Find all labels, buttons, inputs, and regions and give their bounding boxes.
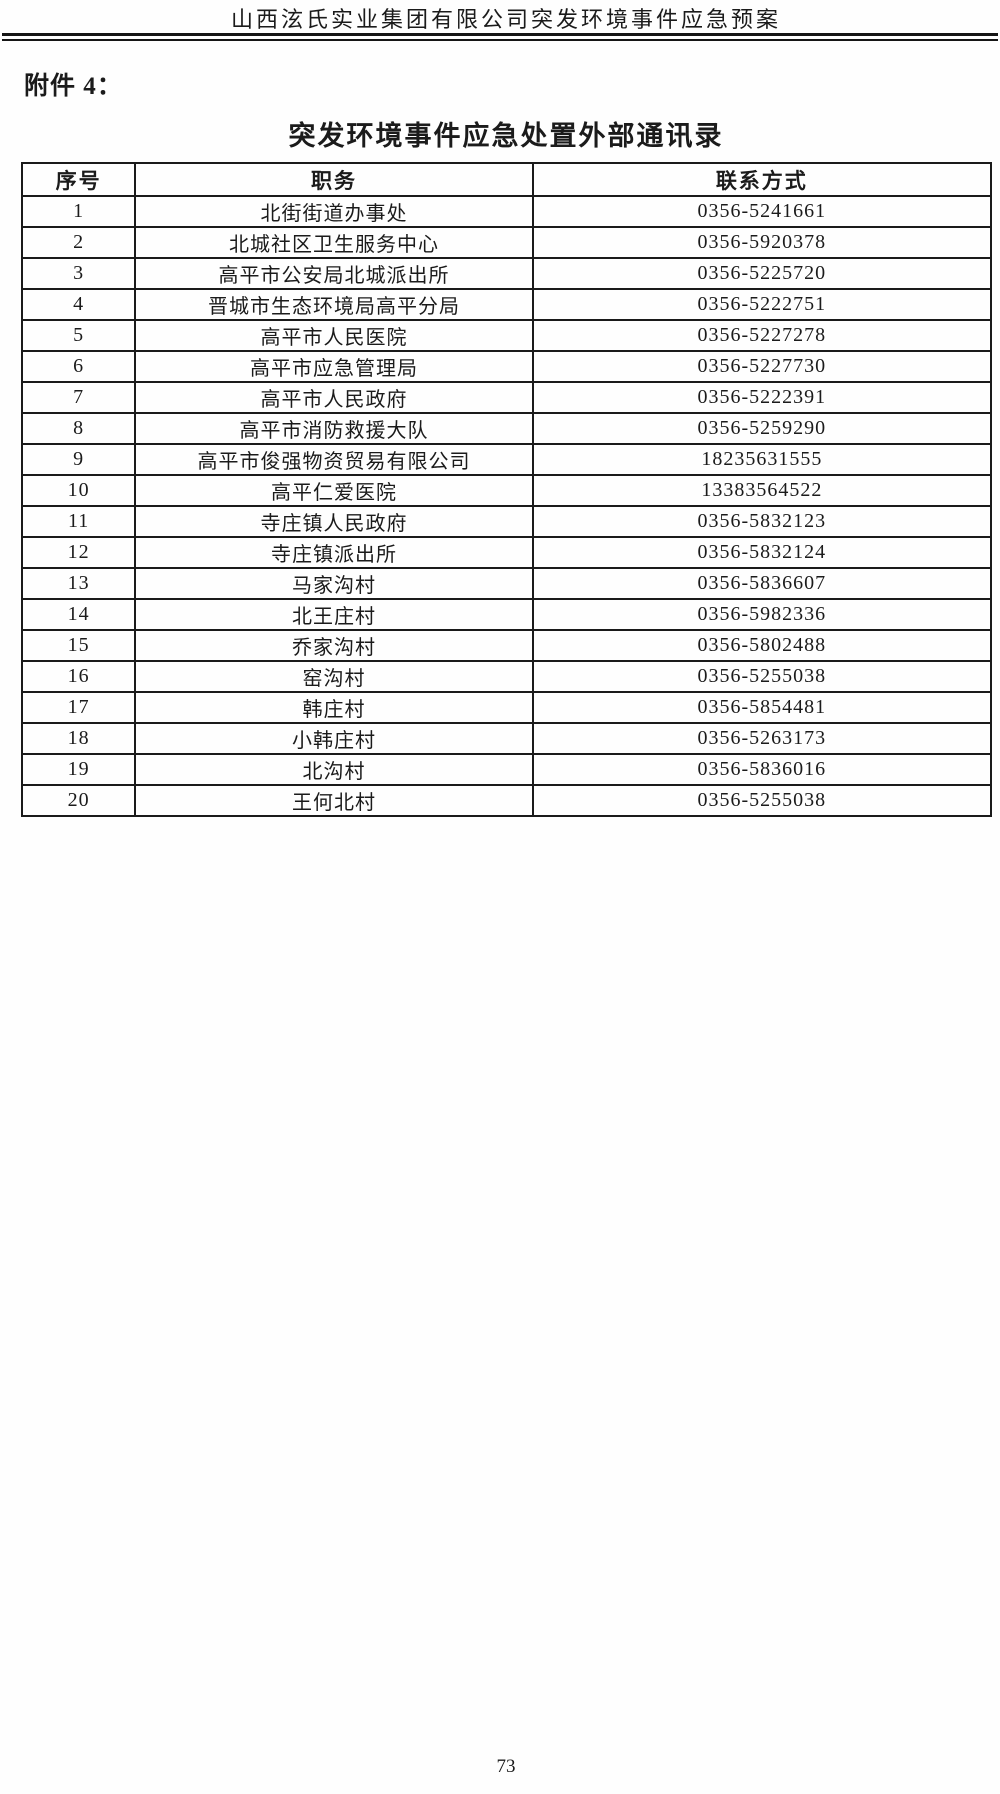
attachment-label: 附件 4： — [24, 73, 123, 100]
table-row: 20 王何北村 0356-5255038 — [20, 784, 993, 817]
row-contact: 0356-5222751 — [531, 288, 993, 321]
row-title: 北城社区卫生服务中心 — [134, 226, 534, 259]
table-row: 15 乔家沟村 0356-5802488 — [20, 629, 993, 662]
column-header-no: 序号 — [20, 162, 137, 197]
row-title: 高平市公安局北城派出所 — [134, 257, 534, 290]
row-contact: 0356-5241661 — [531, 195, 993, 228]
row-title: 高平市应急管理局 — [134, 350, 534, 383]
row-no: 11 — [20, 505, 137, 538]
page-number: 73 — [496, 1756, 516, 1777]
table-row: 3 高平市公安局北城派出所 0356-5225720 — [20, 257, 993, 290]
table-row: 9 高平市俊强物资贸易有限公司 18235631555 — [20, 443, 993, 476]
row-no: 8 — [20, 412, 137, 445]
row-contact: 0356-5227278 — [531, 319, 993, 352]
table-row: 7 高平市人民政府 0356-5222391 — [20, 381, 993, 414]
row-contact: 0356-5836607 — [531, 567, 993, 600]
header-row: 序号 职务 联系方式 — [20, 162, 993, 197]
row-contact: 0356-5255038 — [531, 660, 993, 693]
row-contact: 0356-5259290 — [531, 412, 993, 445]
row-no: 5 — [20, 319, 137, 352]
table-row: 5 高平市人民医院 0356-5227278 — [20, 319, 993, 352]
column-header-title: 职务 — [134, 162, 534, 197]
row-no: 14 — [20, 598, 137, 631]
row-title: 高平市消防救援大队 — [134, 412, 534, 445]
row-contact: 0356-5832124 — [531, 536, 993, 569]
row-contact: 18235631555 — [531, 443, 993, 476]
table-row: 2 北城社区卫生服务中心 0356-5920378 — [20, 226, 993, 259]
row-no: 12 — [20, 536, 137, 569]
contact-table-header: 序号 职务 联系方式 — [20, 162, 993, 197]
row-no: 18 — [20, 722, 137, 755]
table-row: 16 窑沟村 0356-5255038 — [20, 660, 993, 693]
document-header: 山西泫氏实业集团有限公司突发环境事件应急预案 — [230, 7, 781, 32]
table-row: 1 北街街道办事处 0356-5241661 — [20, 195, 993, 228]
table-row: 17 韩庄村 0356-5854481 — [20, 691, 993, 724]
row-contact: 0356-5832123 — [531, 505, 993, 538]
row-no: 19 — [20, 753, 137, 786]
contact-table-body: 1 北街街道办事处 0356-5241661 2 北城社区卫生服务中心 0356-5920… — [20, 195, 993, 817]
row-contact: 13383564522 — [531, 474, 993, 507]
row-no: 7 — [20, 381, 137, 414]
column-header-contact: 联系方式 — [531, 162, 993, 197]
row-no: 9 — [20, 443, 137, 476]
row-title: 窑沟村 — [134, 660, 534, 693]
row-contact: 0356-5920378 — [531, 226, 993, 259]
row-title: 小韩庄村 — [134, 722, 534, 755]
row-no: 10 — [20, 474, 137, 507]
row-title: 王何北村 — [134, 784, 534, 817]
row-no: 15 — [20, 629, 137, 662]
row-contact: 0356-5802488 — [531, 629, 993, 662]
row-contact: 0356-5836016 — [531, 753, 993, 786]
row-no: 6 — [20, 350, 137, 383]
row-title: 北沟村 — [134, 753, 534, 786]
table-row: 6 高平市应急管理局 0356-5227730 — [20, 350, 993, 383]
header-divider-rule — [2, 33, 998, 41]
row-contact: 0356-5854481 — [531, 691, 993, 724]
row-no: 13 — [20, 567, 137, 600]
row-title: 高平市人民医院 — [134, 319, 534, 352]
table-row: 11 寺庄镇人民政府 0356-5832123 — [20, 505, 993, 538]
table-row: 14 北王庄村 0356-5982336 — [20, 598, 993, 631]
row-title: 乔家沟村 — [134, 629, 534, 662]
row-title: 高平市俊强物资贸易有限公司 — [134, 443, 534, 476]
row-title: 北王庄村 — [134, 598, 534, 631]
row-title: 马家沟村 — [134, 567, 534, 600]
row-no: 1 — [20, 195, 137, 228]
table-row: 19 北沟村 0356-5836016 — [20, 753, 993, 786]
row-title: 高平市人民政府 — [134, 381, 534, 414]
table-row: 12 寺庄镇派出所 0356-5832124 — [20, 536, 993, 569]
table-row: 10 高平仁爱医院 13383564522 — [20, 474, 993, 507]
row-no: 3 — [20, 257, 137, 290]
row-contact: 0356-5255038 — [531, 784, 993, 817]
table-row: 8 高平市消防救援大队 0356-5259290 — [20, 412, 993, 445]
row-contact: 0356-5227730 — [531, 350, 993, 383]
row-title: 高平仁爱医院 — [134, 474, 534, 507]
row-title: 北街街道办事处 — [134, 195, 534, 228]
table-row: 13 马家沟村 0356-5836607 — [20, 567, 993, 600]
table-row: 4 晋城市生态环境局高平分局 0356-5222751 — [20, 288, 993, 321]
table-title: 突发环境事件应急处置外部通讯录 — [288, 121, 724, 151]
row-no: 4 — [20, 288, 137, 321]
row-no: 2 — [20, 226, 137, 259]
row-contact: 0356-5222391 — [531, 381, 993, 414]
row-title: 晋城市生态环境局高平分局 — [134, 288, 534, 321]
row-title: 韩庄村 — [134, 691, 534, 724]
contact-table: 序号 职务 联系方式 1 北街街道办事处 0356-5241661 2 北城社区卫生服务… — [20, 162, 993, 817]
row-title: 寺庄镇派出所 — [134, 536, 534, 569]
row-no: 17 — [20, 691, 137, 724]
table-row: 18 小韩庄村 0356-5263173 — [20, 722, 993, 755]
row-contact: 0356-5982336 — [531, 598, 993, 631]
row-no: 16 — [20, 660, 137, 693]
row-contact: 0356-5225720 — [531, 257, 993, 290]
row-title: 寺庄镇人民政府 — [134, 505, 534, 538]
row-no: 20 — [20, 784, 137, 817]
row-contact: 0356-5263173 — [531, 722, 993, 755]
